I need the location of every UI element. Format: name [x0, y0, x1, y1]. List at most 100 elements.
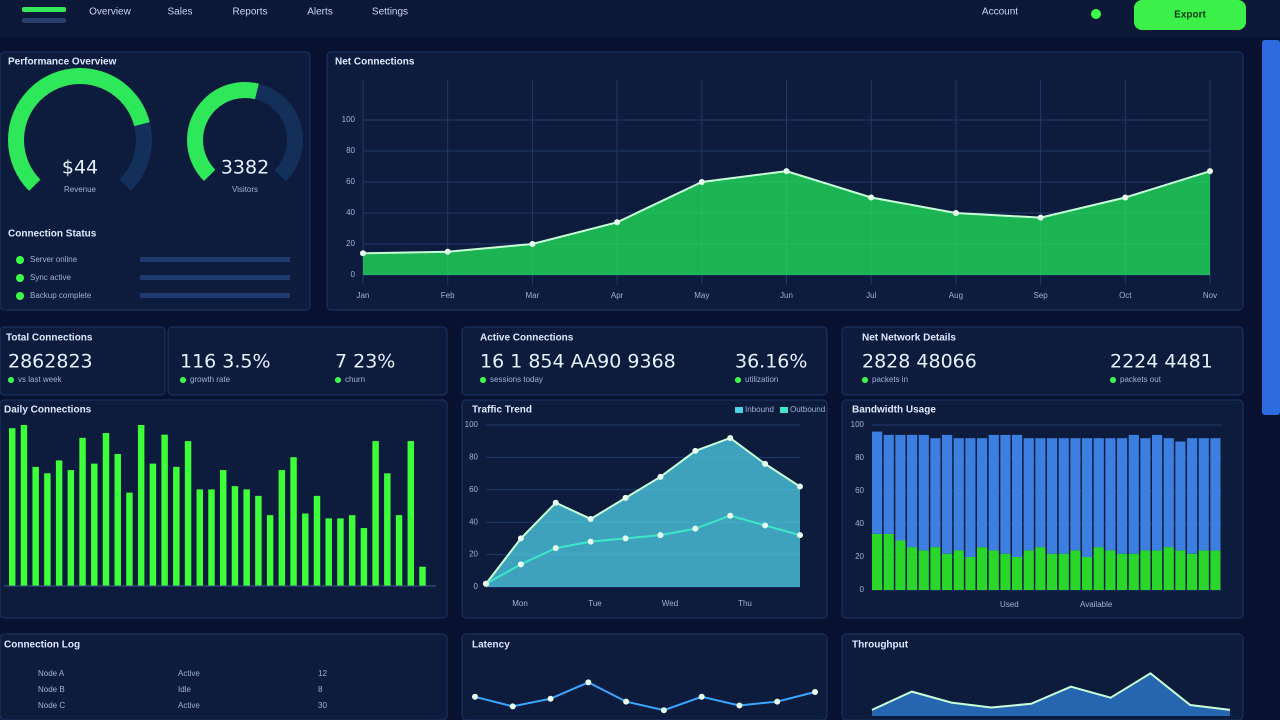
x-tick-label: Jul — [866, 291, 876, 300]
y-tick-label: 100 — [342, 115, 356, 124]
nav-item[interactable]: Overview — [89, 7, 131, 18]
x-tick-label: Thu — [738, 599, 752, 608]
area — [363, 171, 1210, 275]
y-tick-label: 60 — [346, 177, 355, 186]
gauge-caption: Revenue — [64, 185, 97, 194]
y-tick-label: 20 — [346, 239, 355, 248]
bar — [67, 470, 75, 586]
kpi-dot — [335, 377, 341, 383]
status-row: Backup complete — [30, 291, 92, 300]
stacked-bar — [1140, 550, 1151, 590]
panel-title: Connection Log — [4, 640, 80, 651]
export-button[interactable] — [1134, 0, 1246, 30]
status-dot — [16, 292, 24, 300]
status-dot — [16, 256, 24, 264]
stacked-bar — [907, 434, 918, 548]
kpi-value: 2862823 — [8, 351, 93, 373]
stacked-bar — [1047, 438, 1058, 554]
stacked-bar — [895, 540, 906, 590]
point — [517, 561, 524, 568]
stacked-bar — [1082, 557, 1093, 590]
stacked-bar — [977, 547, 988, 590]
point — [774, 698, 781, 705]
status-dot — [1091, 9, 1101, 19]
kpi-caption: packets out — [1120, 375, 1162, 384]
x-tick-label: Jun — [780, 291, 793, 300]
top-bar — [0, 0, 1280, 38]
stacked-bar — [1187, 438, 1198, 554]
gauge-value: 3382 — [221, 157, 269, 179]
panel-title: Total Connections — [6, 333, 93, 344]
kpi-value: 2828 48066 — [862, 351, 977, 373]
stacked-bar — [1082, 438, 1093, 557]
point — [587, 515, 594, 522]
bar — [208, 489, 215, 586]
y-tick-label: 0 — [860, 585, 865, 594]
table-cell: 8 — [318, 685, 323, 694]
panel-title: Performance Overview — [8, 57, 117, 68]
point — [762, 522, 769, 529]
bar — [372, 441, 379, 586]
panel — [0, 51, 311, 311]
y-tick-label: 0 — [474, 582, 479, 591]
y-tick-label: 80 — [855, 453, 864, 462]
toggle[interactable] — [22, 7, 66, 12]
bar — [290, 457, 297, 586]
y-tick-label: 0 — [351, 270, 356, 279]
gauge-arc — [187, 82, 303, 198]
x-tick-label: Jan — [357, 291, 370, 300]
stacked-bar — [883, 533, 894, 590]
panel — [461, 326, 828, 396]
kpi-dot — [8, 377, 14, 383]
bar — [114, 453, 121, 586]
nav-item[interactable]: Settings — [372, 7, 408, 18]
stacked-bar — [1105, 550, 1116, 590]
table-cell: 30 — [318, 701, 327, 710]
stacked-bar — [1117, 553, 1128, 590]
y-tick-label: 40 — [469, 517, 478, 526]
x-tick-label: Nov — [1203, 291, 1217, 300]
stacked-bar — [1093, 438, 1104, 548]
stacked-bar — [872, 533, 883, 590]
stacked-bar — [953, 438, 964, 551]
table-cell: Active — [178, 669, 200, 678]
bar — [360, 528, 368, 586]
nav-item[interactable]: Alerts — [307, 7, 333, 18]
point — [812, 689, 818, 695]
point — [509, 703, 516, 710]
bar — [302, 513, 309, 586]
panel-title: Throughput — [852, 640, 909, 651]
nav-item[interactable]: Sales — [167, 7, 192, 18]
kpi-value: 116 3.5% — [180, 351, 271, 373]
stacked-bar — [1023, 550, 1034, 590]
bar — [9, 428, 16, 586]
point — [552, 545, 559, 552]
bar — [161, 434, 168, 586]
legend-label: Used — [1000, 600, 1019, 609]
x-tick-label: Sep — [1033, 291, 1048, 300]
bar — [220, 470, 227, 586]
kpi-dot — [1110, 377, 1116, 383]
toggle[interactable] — [22, 18, 66, 23]
stacked-bar — [1105, 438, 1116, 551]
stacked-bar — [965, 438, 976, 557]
stacked-bar — [988, 550, 999, 590]
stacked-bar — [930, 438, 941, 548]
stacked-bar — [918, 434, 929, 551]
nav-item[interactable]: Reports — [232, 7, 267, 18]
x-tick-label: May — [694, 291, 709, 300]
point — [587, 538, 594, 545]
status-row: Sync active — [30, 273, 71, 282]
point — [727, 512, 734, 519]
line — [871, 672, 1231, 711]
point — [585, 679, 592, 686]
user-name[interactable]: Account — [982, 7, 1018, 18]
stacked-bar — [1210, 550, 1221, 590]
button-label[interactable]: Export — [1174, 10, 1206, 21]
area — [872, 673, 1230, 716]
stacked-bar — [1000, 434, 1011, 554]
bar — [419, 566, 426, 586]
line — [474, 681, 816, 712]
kpi-caption: utilization — [745, 375, 778, 384]
stacked-bar — [1023, 438, 1034, 551]
